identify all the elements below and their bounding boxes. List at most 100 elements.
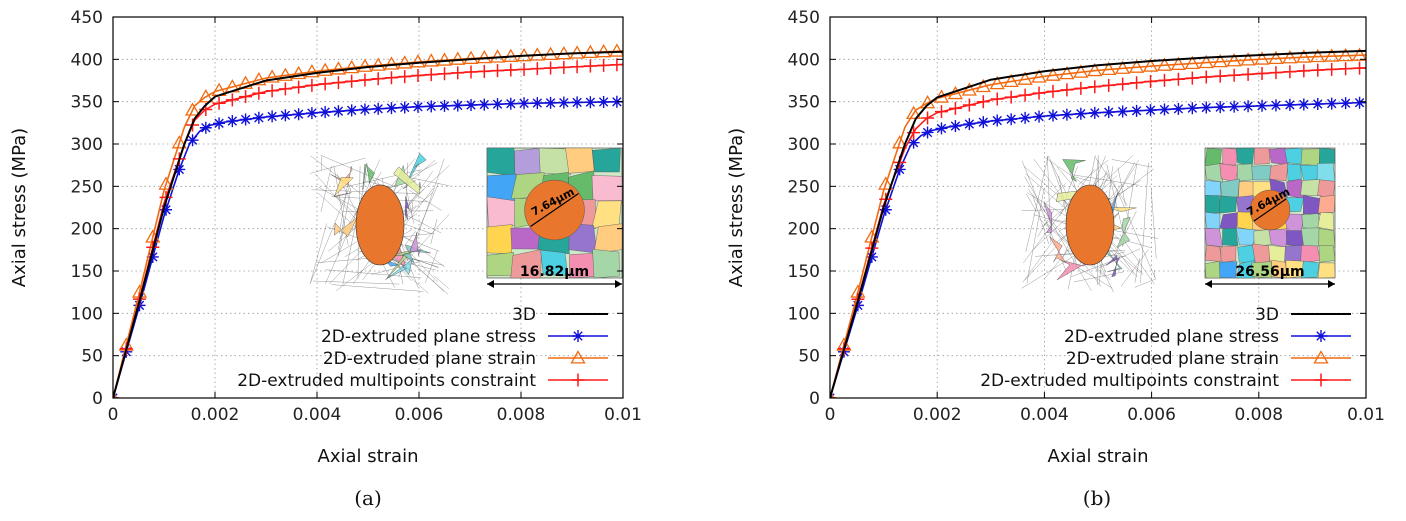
data-marker	[879, 203, 892, 216]
grain-cell	[1253, 229, 1272, 248]
mesh-edge	[1042, 183, 1066, 207]
data-marker	[1171, 72, 1185, 86]
grain-face	[1056, 259, 1090, 281]
data-marker	[1228, 100, 1241, 113]
mesh-edge	[1021, 209, 1065, 211]
y-tick-label: 250	[788, 177, 820, 197]
grain-face	[333, 176, 354, 198]
mesh-edge	[310, 157, 366, 174]
data-marker	[464, 65, 478, 79]
data-marker	[830, 390, 835, 398]
grain-cell	[1204, 260, 1223, 279]
data-marker	[384, 71, 398, 85]
mesh-edge	[1098, 248, 1141, 269]
data-marker	[478, 98, 491, 111]
data-marker	[921, 111, 935, 125]
grain-cell	[1220, 245, 1237, 264]
mesh-edge	[1112, 180, 1156, 280]
grain-face	[1116, 216, 1131, 249]
data-marker	[597, 58, 611, 72]
data-marker	[411, 100, 424, 113]
grain-cell	[1269, 162, 1289, 182]
data-marker	[1353, 96, 1366, 109]
data-marker	[570, 350, 586, 364]
data-marker	[1226, 53, 1242, 67]
data-marker	[961, 82, 977, 96]
mesh-edge	[1153, 269, 1156, 278]
data-marker	[424, 68, 438, 82]
grain-cell	[1300, 164, 1320, 181]
grain-cell	[1222, 147, 1239, 166]
grain-face	[362, 163, 375, 190]
data-marker	[1170, 56, 1187, 70]
y-tick-label: 350	[71, 93, 103, 113]
data-marker	[279, 109, 292, 122]
mesh-edge	[1134, 278, 1156, 288]
data-marker	[1339, 62, 1353, 76]
grain-cell	[1317, 212, 1335, 231]
x-tick-label: 0.008	[497, 405, 546, 425]
mesh-edge	[338, 187, 351, 257]
y-tick-label: 0	[92, 389, 103, 409]
data-marker	[491, 98, 504, 111]
grain-cell	[591, 175, 623, 202]
grain-cell	[1204, 148, 1222, 167]
mesh-edge	[411, 201, 414, 215]
data-marker	[893, 163, 906, 176]
x-tick-label: 0.002	[913, 405, 962, 425]
polycrystal-3d-inset	[1021, 154, 1159, 293]
data-marker	[332, 105, 345, 118]
data-marker	[184, 102, 201, 116]
mesh-edge	[404, 213, 450, 264]
grain-cell	[486, 196, 518, 230]
grain-face	[404, 196, 410, 220]
x-tick-label: 0.004	[293, 405, 342, 425]
grain-cell	[1300, 245, 1321, 264]
grain-cell	[1285, 230, 1304, 247]
plot-frame	[112, 16, 624, 399]
data-marker	[1019, 111, 1032, 124]
grain-cell	[486, 224, 513, 254]
data-marker	[1283, 98, 1296, 111]
data-marker	[934, 105, 948, 119]
grain-cell	[1253, 147, 1271, 165]
data-marker	[266, 110, 279, 123]
mesh-edge	[331, 284, 424, 292]
data-marker	[1060, 108, 1073, 121]
grain-cell	[1300, 148, 1321, 167]
data-marker	[1310, 48, 1326, 63]
y-tick-label: 0	[809, 389, 820, 409]
data-marker	[1144, 104, 1157, 117]
y-tick-label: 450	[788, 8, 820, 28]
data-marker	[1283, 65, 1297, 79]
grain-cell	[1204, 244, 1223, 262]
data-marker	[977, 116, 990, 129]
data-marker	[291, 65, 307, 80]
x-tick-label: 0.006	[395, 405, 444, 425]
data-marker	[1282, 50, 1298, 64]
y-tick-label: 350	[788, 93, 820, 113]
data-marker	[1005, 113, 1018, 126]
data-marker	[171, 135, 187, 149]
data-marker	[330, 61, 347, 75]
data-marker	[865, 250, 878, 263]
data-marker	[1297, 64, 1311, 78]
data-marker	[1256, 99, 1269, 112]
plot-frame	[829, 16, 1367, 399]
data-marker	[948, 101, 962, 115]
scale-label: 26.56μm	[1235, 264, 1304, 280]
grain-face	[402, 244, 431, 263]
mesh-edge	[342, 167, 369, 285]
data-marker	[398, 101, 411, 114]
grain-cell	[1300, 227, 1320, 247]
x-tick-label: 0.01	[1347, 405, 1385, 425]
grain-cell	[592, 249, 620, 279]
mesh-edge	[416, 158, 445, 240]
data-marker	[1046, 84, 1060, 98]
data-marker	[252, 111, 265, 124]
data-marker	[962, 98, 976, 112]
data-marker	[1087, 62, 1103, 77]
